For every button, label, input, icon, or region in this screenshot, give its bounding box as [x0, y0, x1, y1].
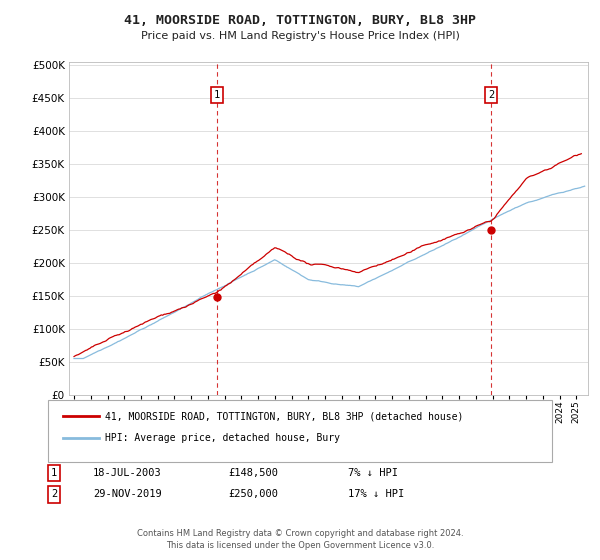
Text: 17% ↓ HPI: 17% ↓ HPI — [348, 489, 404, 500]
Text: 18-JUL-2003: 18-JUL-2003 — [93, 468, 162, 478]
Text: 2: 2 — [51, 489, 57, 500]
Text: £250,000: £250,000 — [228, 489, 278, 500]
Text: 41, MOORSIDE ROAD, TOTTINGTON, BURY, BL8 3HP: 41, MOORSIDE ROAD, TOTTINGTON, BURY, BL8… — [124, 14, 476, 27]
Text: 29-NOV-2019: 29-NOV-2019 — [93, 489, 162, 500]
Text: Price paid vs. HM Land Registry's House Price Index (HPI): Price paid vs. HM Land Registry's House … — [140, 31, 460, 41]
Text: HPI: Average price, detached house, Bury: HPI: Average price, detached house, Bury — [105, 433, 340, 443]
Text: 41, MOORSIDE ROAD, TOTTINGTON, BURY, BL8 3HP (detached house): 41, MOORSIDE ROAD, TOTTINGTON, BURY, BL8… — [105, 411, 463, 421]
Text: 7% ↓ HPI: 7% ↓ HPI — [348, 468, 398, 478]
Text: Contains HM Land Registry data © Crown copyright and database right 2024.
This d: Contains HM Land Registry data © Crown c… — [137, 529, 463, 550]
Text: £148,500: £148,500 — [228, 468, 278, 478]
Text: 1: 1 — [214, 90, 220, 100]
Text: 2: 2 — [488, 90, 494, 100]
Text: 1: 1 — [51, 468, 57, 478]
